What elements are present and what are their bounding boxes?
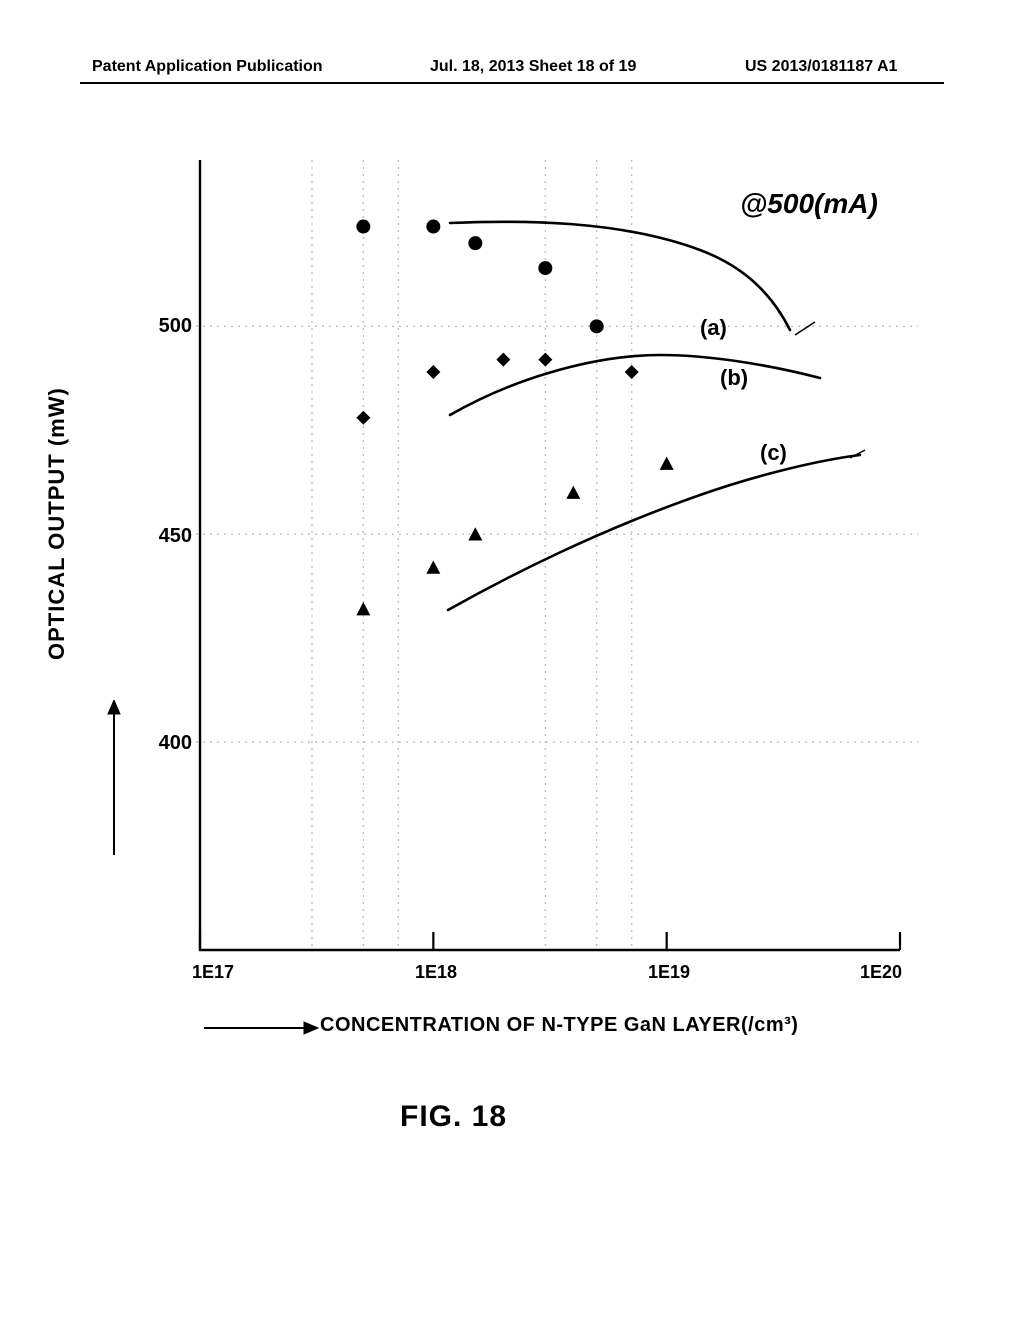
xtick-1e18: 1E18	[415, 962, 457, 983]
page: Patent Application Publication Jul. 18, …	[0, 0, 1024, 1320]
y-axis-label-group: OPTICAL OUTPUT (mW)	[44, 660, 317, 686]
header-right: US 2013/0181187 A1	[745, 58, 897, 76]
header-left: Patent Application Publication	[92, 58, 323, 76]
xtick-1e17: 1E17	[192, 962, 234, 983]
header-rule	[80, 82, 944, 84]
condition-annotation: @500(mA)	[740, 188, 878, 220]
figure-caption: FIG. 18	[400, 1100, 507, 1134]
curve-label-b: (b)	[720, 365, 748, 391]
chart-plot	[100, 160, 920, 1060]
ytick-500: 500	[132, 315, 192, 338]
x-axis-arrow-icon	[200, 1018, 320, 1038]
curve-label-a: (a)	[700, 315, 727, 341]
curve-label-c: (c)	[760, 440, 787, 466]
x-axis-label: CONCENTRATION OF N-TYPE GaN LAYER(/cm³)	[320, 1014, 798, 1037]
ytick-450: 450	[132, 525, 192, 548]
xtick-1e19: 1E19	[648, 962, 690, 983]
header-center: Jul. 18, 2013 Sheet 18 of 19	[430, 58, 636, 76]
ytick-400: 400	[132, 732, 192, 755]
y-axis-label: OPTICAL OUTPUT (mW)	[44, 387, 70, 660]
chart-container: @500(mA) 500 450 400 1E17 1E18 1E19 1E20…	[100, 160, 920, 1060]
xtick-1e20: 1E20	[860, 962, 902, 983]
y-axis-arrow-icon	[104, 700, 124, 860]
